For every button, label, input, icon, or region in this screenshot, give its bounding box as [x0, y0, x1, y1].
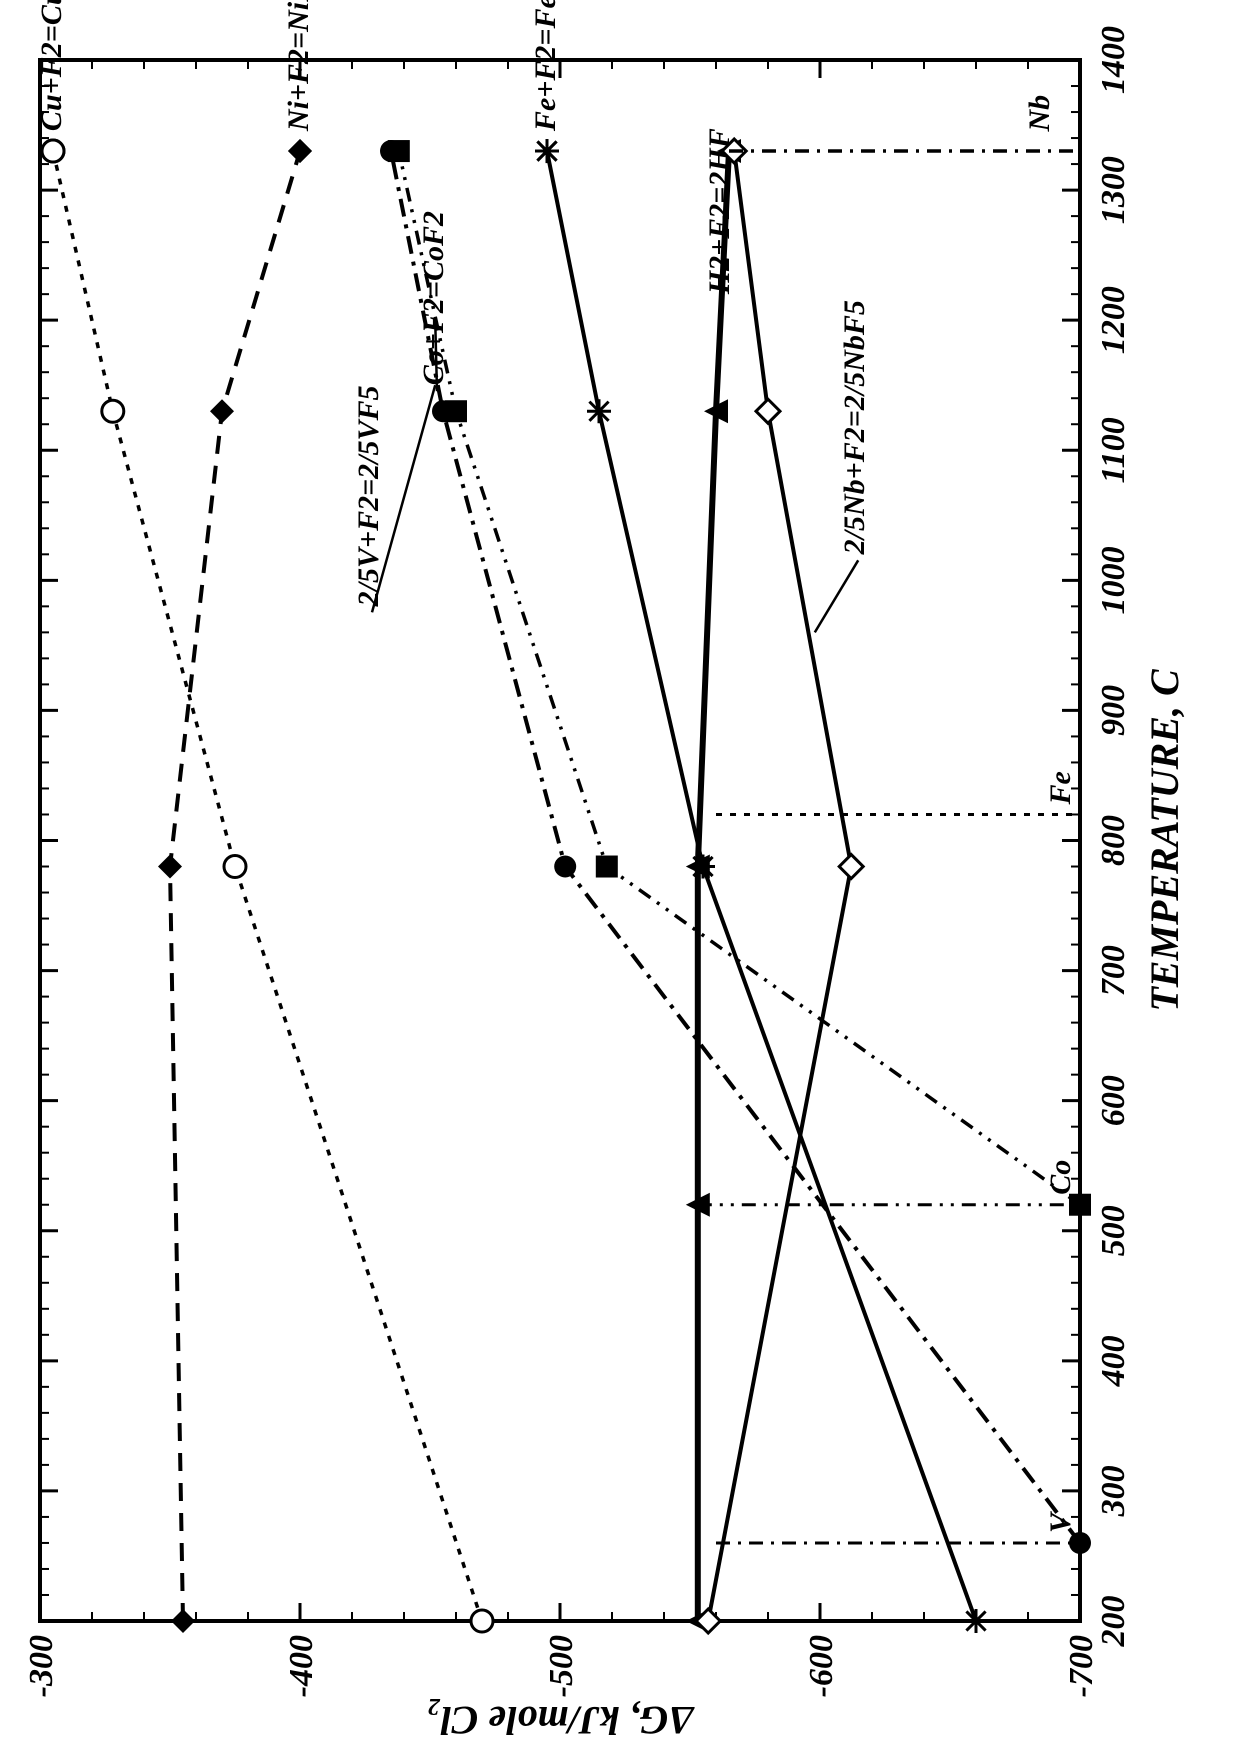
series-label-nb-drop: Nb — [1023, 95, 1056, 133]
temperature-tick-label: 1200 — [1095, 286, 1132, 354]
series-nbf5: 2/5Nb+F2=2/5NbF5 — [696, 139, 871, 1633]
temperature-axis: 200 300 400 500 600 700 800 900 1000 1100 1200 1300… — [40, 26, 1132, 1648]
chart-container: 200 300 400 500 600 700 800 900 1000 1100 1200 1300… — [0, 0, 1240, 1751]
ellingham-chart: 200 300 400 500 600 700 800 900 1000 1100 1200 1300… — [0, 0, 1240, 1751]
deltaG-axis: -300 -400 -500 -600 -700 — [23, 60, 1100, 1697]
deltaG-axis-label: ΔG, kJ/mole Cl₂ — [427, 1698, 696, 1743]
series-ni: Ni+F2=NiF2 — [158, 0, 315, 1633]
series-label-ni: Ni+F2=NiF2 — [282, 0, 315, 132]
temperature-tick-label: 300 — [1095, 1465, 1132, 1517]
ref-line-label-fe-line: Fe — [1044, 771, 1077, 805]
series-line-co — [399, 151, 1080, 1205]
series-fe: Fe+F2=FeF2 — [529, 0, 988, 1633]
series-label-nbf5: 2/5Nb+F2=2/5NbF5 — [838, 300, 871, 555]
deltaG-tick-label: -300 — [23, 1635, 60, 1697]
temperature-tick-label: 200 — [1095, 1596, 1132, 1648]
series-line-hf — [698, 151, 729, 1621]
series-co: Co+F2=CoF2 — [388, 140, 1091, 1216]
series-nb-drop: Nb — [729, 95, 1080, 151]
series-leader-nbf5 — [815, 560, 858, 632]
deltaG-tick-label: -500 — [543, 1635, 580, 1697]
deltaG-tick-label: -600 — [803, 1635, 840, 1697]
series-label-fe: Fe+F2=FeF2 — [529, 0, 562, 132]
temperature-tick-label: 1100 — [1095, 417, 1132, 483]
temperature-axis-label: TEMPERATURE, C — [1142, 668, 1187, 1012]
temperature-tick-label: 900 — [1095, 685, 1132, 736]
deltaG-tick-label: -400 — [283, 1635, 320, 1697]
temperature-tick-label: 400 — [1095, 1335, 1132, 1387]
temperature-tick-label: 1000 — [1095, 546, 1132, 614]
series-line-nbf5 — [708, 151, 851, 1621]
series-line-ni — [170, 151, 300, 1621]
temperature-tick-label: 500 — [1095, 1205, 1132, 1256]
temperature-tick-label: 700 — [1095, 945, 1132, 996]
deltaG-tick-label: -700 — [1063, 1635, 1100, 1697]
temperature-tick-label: 800 — [1095, 815, 1132, 866]
temperature-tick-label: 1400 — [1095, 26, 1132, 94]
series-line-vf5 — [391, 151, 1080, 1543]
series-label-cu: Cu+F2=CuF2 — [35, 0, 68, 131]
series-hf: H2+F2=2HF — [686, 128, 741, 1633]
series-label-vf5: 2/5V+F2=2/5VF5 — [352, 385, 385, 607]
temperature-tick-label: 1300 — [1095, 156, 1132, 224]
series-label-co: Co+F2=CoF2 — [417, 211, 450, 385]
temperature-tick-label: 600 — [1095, 1075, 1132, 1126]
